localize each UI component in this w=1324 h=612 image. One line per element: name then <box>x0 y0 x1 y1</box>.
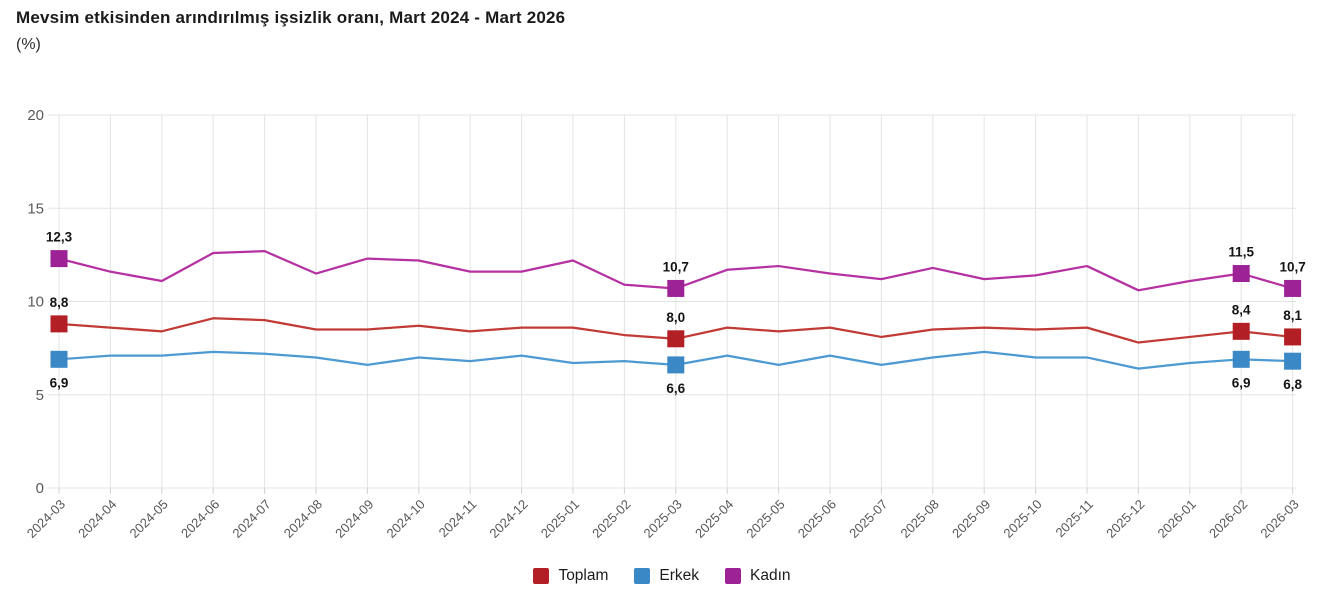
data-point-label: 12,3 <box>46 230 73 245</box>
x-tick-label: 2024-12 <box>486 497 530 541</box>
data-point-label: 10,7 <box>1279 259 1305 274</box>
x-tick-label: 2024-05 <box>127 497 171 541</box>
x-tick-label: 2024-10 <box>384 497 428 541</box>
x-tick-label: 2025-09 <box>949 497 993 541</box>
data-point-marker <box>667 330 685 348</box>
data-point-marker <box>50 250 68 268</box>
legend-item-toplam[interactable]: Toplam <box>533 567 608 585</box>
data-point-marker <box>50 350 68 368</box>
data-point-label: 6,8 <box>1283 377 1302 392</box>
data-point-marker <box>1284 279 1302 297</box>
data-point-label: 8,4 <box>1232 302 1251 317</box>
data-point-marker <box>1284 328 1302 346</box>
y-tick-label: 0 <box>36 480 44 497</box>
kadin-swatch-icon <box>725 568 742 584</box>
x-tick-label: 2024-11 <box>436 497 480 541</box>
x-tick-label: 2025-12 <box>1103 497 1147 541</box>
chart-legend: Toplam Erkek Kadın <box>0 567 1324 585</box>
x-tick-label: 2024-08 <box>281 497 325 541</box>
data-point-marker <box>1232 350 1250 368</box>
x-tick-label: 2025-04 <box>692 497 736 541</box>
x-tick-label: 2025-10 <box>1000 497 1044 541</box>
x-tick-label: 2025-05 <box>743 497 787 541</box>
erkek-swatch-icon <box>634 568 651 584</box>
legend-item-erkek[interactable]: Erkek <box>634 567 699 585</box>
y-tick-label: 5 <box>36 387 44 404</box>
data-point-marker <box>1284 352 1302 370</box>
legend-label-kadin: Kadın <box>750 567 791 584</box>
x-tick-label: 2024-07 <box>229 497 273 541</box>
data-point-label: 10,7 <box>663 259 689 274</box>
x-tick-label: 2024-06 <box>178 497 222 541</box>
legend-label-erkek: Erkek <box>659 567 700 584</box>
x-tick-label: 2025-08 <box>898 497 942 541</box>
x-tick-label: 2024-03 <box>24 497 68 541</box>
chart-subtitle-unit: (%) <box>16 36 41 53</box>
legend-item-kadin[interactable]: Kadın <box>725 567 791 585</box>
chart-title: Mevsim etkisinden arındırılmış işsizlik … <box>16 8 566 27</box>
data-point-label: 11,5 <box>1228 245 1254 260</box>
data-point-marker <box>1232 265 1250 283</box>
x-tick-label: 2026-01 <box>1155 497 1199 541</box>
x-tick-label: 2025-07 <box>846 497 890 541</box>
data-point-label: 8,0 <box>666 310 685 325</box>
x-tick-label: 2024-09 <box>332 497 376 541</box>
x-tick-label: 2025-06 <box>795 497 839 541</box>
x-tick-label: 2025-02 <box>589 497 633 541</box>
x-tick-label: 2025-01 <box>538 497 582 541</box>
data-point-marker <box>1232 322 1250 340</box>
y-tick-label: 10 <box>27 294 44 311</box>
data-point-label: 6,9 <box>1232 375 1251 390</box>
data-point-marker <box>50 315 68 333</box>
data-point-marker <box>667 356 685 374</box>
y-tick-label: 15 <box>27 200 44 217</box>
x-tick-label: 2026-03 <box>1257 497 1301 541</box>
x-tick-label: 2025-03 <box>641 497 685 541</box>
data-point-label: 8,1 <box>1283 308 1302 323</box>
data-point-label: 8,8 <box>50 295 69 310</box>
x-tick-label: 2026-02 <box>1206 497 1250 541</box>
data-point-label: 6,6 <box>666 381 685 396</box>
y-tick-label: 20 <box>27 107 44 124</box>
legend-label-toplam: Toplam <box>558 567 609 584</box>
x-tick-label: 2024-04 <box>75 497 119 541</box>
toplam-swatch-icon <box>533 568 550 584</box>
data-point-label: 6,9 <box>50 375 69 390</box>
data-point-marker <box>667 279 685 297</box>
x-tick-label: 2025-11 <box>1052 497 1096 541</box>
